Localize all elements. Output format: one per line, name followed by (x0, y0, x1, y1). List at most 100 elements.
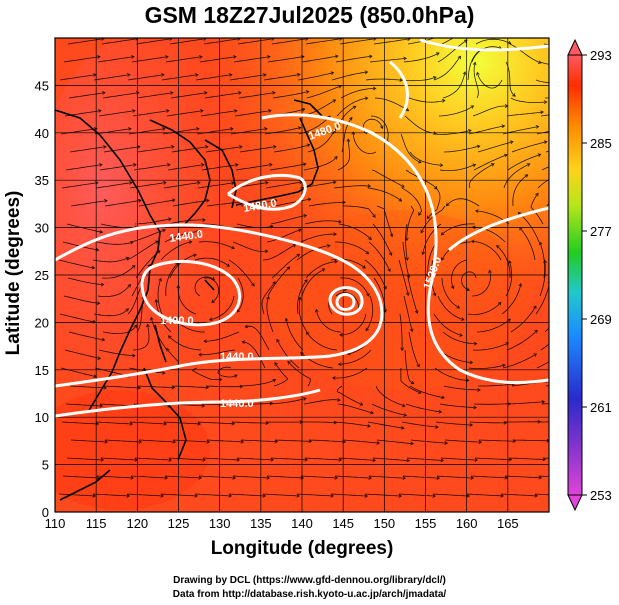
streamline-arrow (95, 247, 100, 252)
streamline (271, 253, 300, 279)
streamline (104, 200, 142, 207)
streamline (266, 229, 302, 243)
streamline (303, 156, 338, 171)
streamline (239, 146, 277, 153)
credit-drawing: Drawing by DCL (https://www.gfd-dennou.o… (173, 575, 446, 586)
streamline (368, 475, 406, 479)
streamline-arrow (372, 458, 377, 463)
streamline-arrow (472, 225, 476, 230)
streamline-arrow (251, 282, 255, 287)
streamline-arrow (400, 425, 405, 430)
streamline-arrow (133, 324, 137, 329)
streamline-arrow (193, 253, 197, 258)
streamline-arrow (540, 110, 544, 115)
streamline-arrow (306, 331, 310, 336)
streamline-arrow (476, 144, 481, 149)
streamline (203, 277, 219, 303)
streamline (507, 154, 541, 171)
streamline-arrow (496, 244, 500, 249)
streamline-arrow (359, 402, 364, 406)
streamline (228, 493, 266, 497)
streamline (240, 439, 278, 442)
streamline-arrow (298, 296, 302, 301)
streamline (137, 385, 175, 388)
streamline-arrow (334, 54, 339, 59)
streamline (240, 199, 277, 207)
streamline-arrow (137, 145, 141, 149)
streamline-arrow (468, 129, 472, 133)
streamline-arrow (286, 266, 291, 271)
streamline (519, 227, 536, 261)
streamline (201, 403, 239, 406)
x-tick-label: 150 (373, 516, 395, 531)
streamline-arrow (387, 268, 391, 272)
streamline (436, 475, 474, 479)
streamline-arrow (352, 105, 357, 110)
colorbar-label: 261 (590, 400, 612, 415)
streamline-arrow (162, 370, 166, 375)
streamline (171, 146, 209, 153)
streamline-arrow (229, 73, 233, 77)
streamline (97, 56, 135, 63)
streamline-arrow (400, 347, 405, 352)
streamline (161, 74, 199, 81)
streamline (198, 241, 235, 249)
streamline-arrow (269, 162, 273, 167)
streamline (368, 241, 391, 272)
streamline-arrow (472, 163, 477, 168)
streamline-arrow (472, 61, 477, 66)
streamline (266, 296, 274, 333)
streamline (270, 457, 308, 461)
streamline-arrow (338, 457, 343, 462)
streamline-arrow (535, 192, 539, 197)
streamline (539, 260, 546, 297)
streamline (400, 133, 422, 164)
streamline (168, 219, 206, 225)
streamline (92, 493, 130, 497)
streamline (467, 48, 483, 81)
streamline (471, 270, 491, 297)
streamline (274, 439, 312, 442)
streamline (500, 493, 538, 497)
streamline-arrow (95, 421, 100, 426)
streamline-arrow (473, 405, 477, 410)
streamline-arrow (233, 55, 237, 59)
streamline (95, 421, 133, 425)
streamline-arrow (332, 99, 337, 103)
streamline-arrow (154, 298, 159, 303)
x-tick-label: 140 (291, 516, 313, 531)
streamline-arrow (466, 287, 471, 292)
contour-line (335, 293, 356, 311)
streamline-arrow (100, 282, 105, 287)
streamline (541, 403, 549, 405)
streamline (504, 475, 542, 479)
streamline (370, 115, 389, 143)
streamline-arrow (435, 425, 439, 429)
streamline (407, 277, 418, 314)
streamline (476, 72, 503, 89)
streamline-arrow (460, 317, 465, 321)
streamline-arrow (166, 347, 170, 352)
streamline-arrow (407, 38, 411, 42)
streamline-arrow (167, 335, 172, 339)
streamline-arrow (337, 398, 341, 402)
streamline-arrow (197, 180, 201, 185)
streamline-arrow (188, 240, 193, 244)
streamline (437, 39, 468, 63)
streamline (339, 313, 367, 336)
streamline (478, 439, 516, 442)
streamline (266, 475, 304, 479)
streamline (435, 421, 473, 426)
streamline-arrow (297, 72, 301, 77)
streamline (133, 164, 171, 171)
streamline-arrow (333, 232, 337, 237)
streamline (229, 74, 267, 81)
streamline-arrow (462, 71, 467, 75)
streamline (330, 258, 366, 269)
x-tick-label: 110 (45, 516, 66, 531)
streamline-arrow (502, 363, 506, 368)
streamline (373, 38, 411, 45)
streamline-arrow (389, 233, 394, 238)
streamline (474, 457, 512, 461)
